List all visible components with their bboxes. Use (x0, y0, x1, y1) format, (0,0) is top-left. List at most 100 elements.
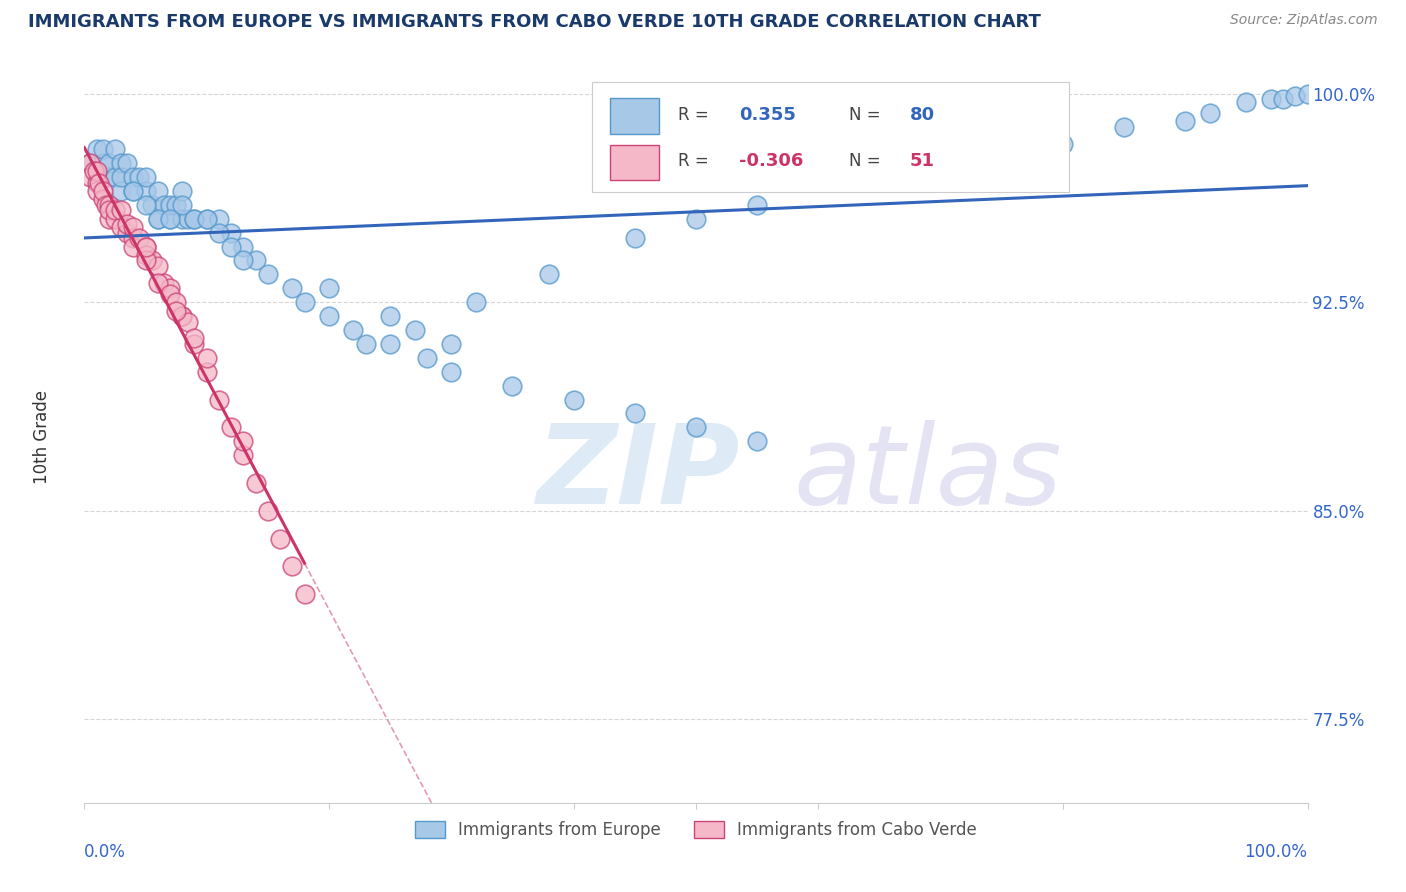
Point (1236, 95, 1258, 109)
Point (354, 337, 377, 351)
Text: N =: N = (849, 106, 880, 124)
Point (172, 198, 194, 212)
Point (159, 286, 181, 301)
Point (97, 156, 120, 170)
Point (135, 169, 157, 184)
Point (97, 203, 120, 218)
Point (464, 295, 486, 310)
Point (685, 420, 707, 434)
Point (318, 309, 340, 323)
Point (135, 239, 157, 253)
Point (440, 337, 463, 351)
Point (1198, 106, 1220, 120)
Point (122, 169, 145, 184)
Point (195, 211, 218, 226)
Point (165, 295, 187, 310)
Point (146, 259, 169, 273)
Point (153, 276, 176, 290)
Point (257, 504, 280, 518)
Point (128, 231, 150, 245)
Point (153, 198, 176, 212)
Point (183, 211, 205, 226)
Point (141, 253, 163, 268)
Point (146, 211, 169, 226)
Point (219, 420, 242, 434)
Point (122, 239, 145, 253)
Point (1052, 136, 1074, 151)
Point (79, 156, 101, 170)
Text: Source: ZipAtlas.com: Source: ZipAtlas.com (1230, 13, 1378, 28)
Bar (610, 98, 659, 134)
Text: ZIP: ZIP (537, 420, 741, 527)
Point (991, 142, 1014, 156)
Point (165, 303, 187, 318)
Point (159, 211, 181, 226)
Point (86, 169, 108, 184)
Point (318, 281, 340, 295)
Point (281, 559, 304, 574)
Text: 10th Grade: 10th Grade (32, 390, 51, 484)
Point (562, 392, 585, 407)
Point (1260, 92, 1282, 106)
Point (122, 231, 145, 245)
Point (91, 184, 114, 198)
Point (97, 211, 120, 226)
Point (177, 211, 200, 226)
Point (177, 315, 200, 329)
Point (294, 295, 316, 310)
Point (747, 434, 769, 449)
Point (208, 211, 231, 226)
Point (135, 184, 157, 198)
Text: R =: R = (678, 106, 709, 124)
Point (869, 156, 891, 170)
Point (159, 198, 181, 212)
Text: 0.0%: 0.0% (84, 843, 127, 861)
Text: 80: 80 (910, 106, 935, 124)
Point (115, 217, 138, 231)
Point (232, 253, 254, 268)
Point (538, 268, 561, 282)
Point (269, 532, 291, 546)
Point (135, 198, 157, 212)
Point (122, 184, 145, 198)
Point (135, 239, 157, 253)
Text: atlas: atlas (794, 420, 1063, 527)
Point (624, 231, 647, 245)
Point (807, 169, 830, 184)
Point (165, 198, 187, 212)
Point (110, 220, 132, 235)
Bar (610, 145, 659, 179)
Point (110, 169, 132, 184)
Point (195, 365, 218, 379)
Point (104, 142, 127, 156)
Point (91, 142, 114, 156)
Point (86, 142, 108, 156)
Point (104, 211, 127, 226)
Point (122, 184, 145, 198)
Point (172, 309, 194, 323)
Point (146, 276, 169, 290)
Point (110, 184, 132, 198)
Point (135, 253, 157, 268)
Point (208, 392, 231, 407)
Point (502, 378, 524, 392)
Text: -0.306: -0.306 (738, 153, 803, 170)
Point (1114, 120, 1136, 134)
Point (83, 164, 105, 178)
Point (440, 365, 463, 379)
Point (79, 156, 101, 170)
Point (146, 211, 169, 226)
Point (294, 587, 316, 601)
Point (183, 211, 205, 226)
Text: IMMIGRANTS FROM EUROPE VS IMMIGRANTS FROM CABO VERDE 10TH GRADE CORRELATION CHAR: IMMIGRANTS FROM EUROPE VS IMMIGRANTS FRO… (28, 13, 1040, 31)
Text: 100.0%: 100.0% (1244, 843, 1308, 861)
Point (87, 176, 110, 190)
Point (232, 239, 254, 253)
Text: N =: N = (849, 153, 880, 170)
Point (245, 475, 267, 490)
Point (245, 253, 267, 268)
FancyBboxPatch shape (592, 82, 1069, 192)
Point (86, 176, 108, 190)
Point (91, 156, 114, 170)
Point (104, 203, 127, 218)
